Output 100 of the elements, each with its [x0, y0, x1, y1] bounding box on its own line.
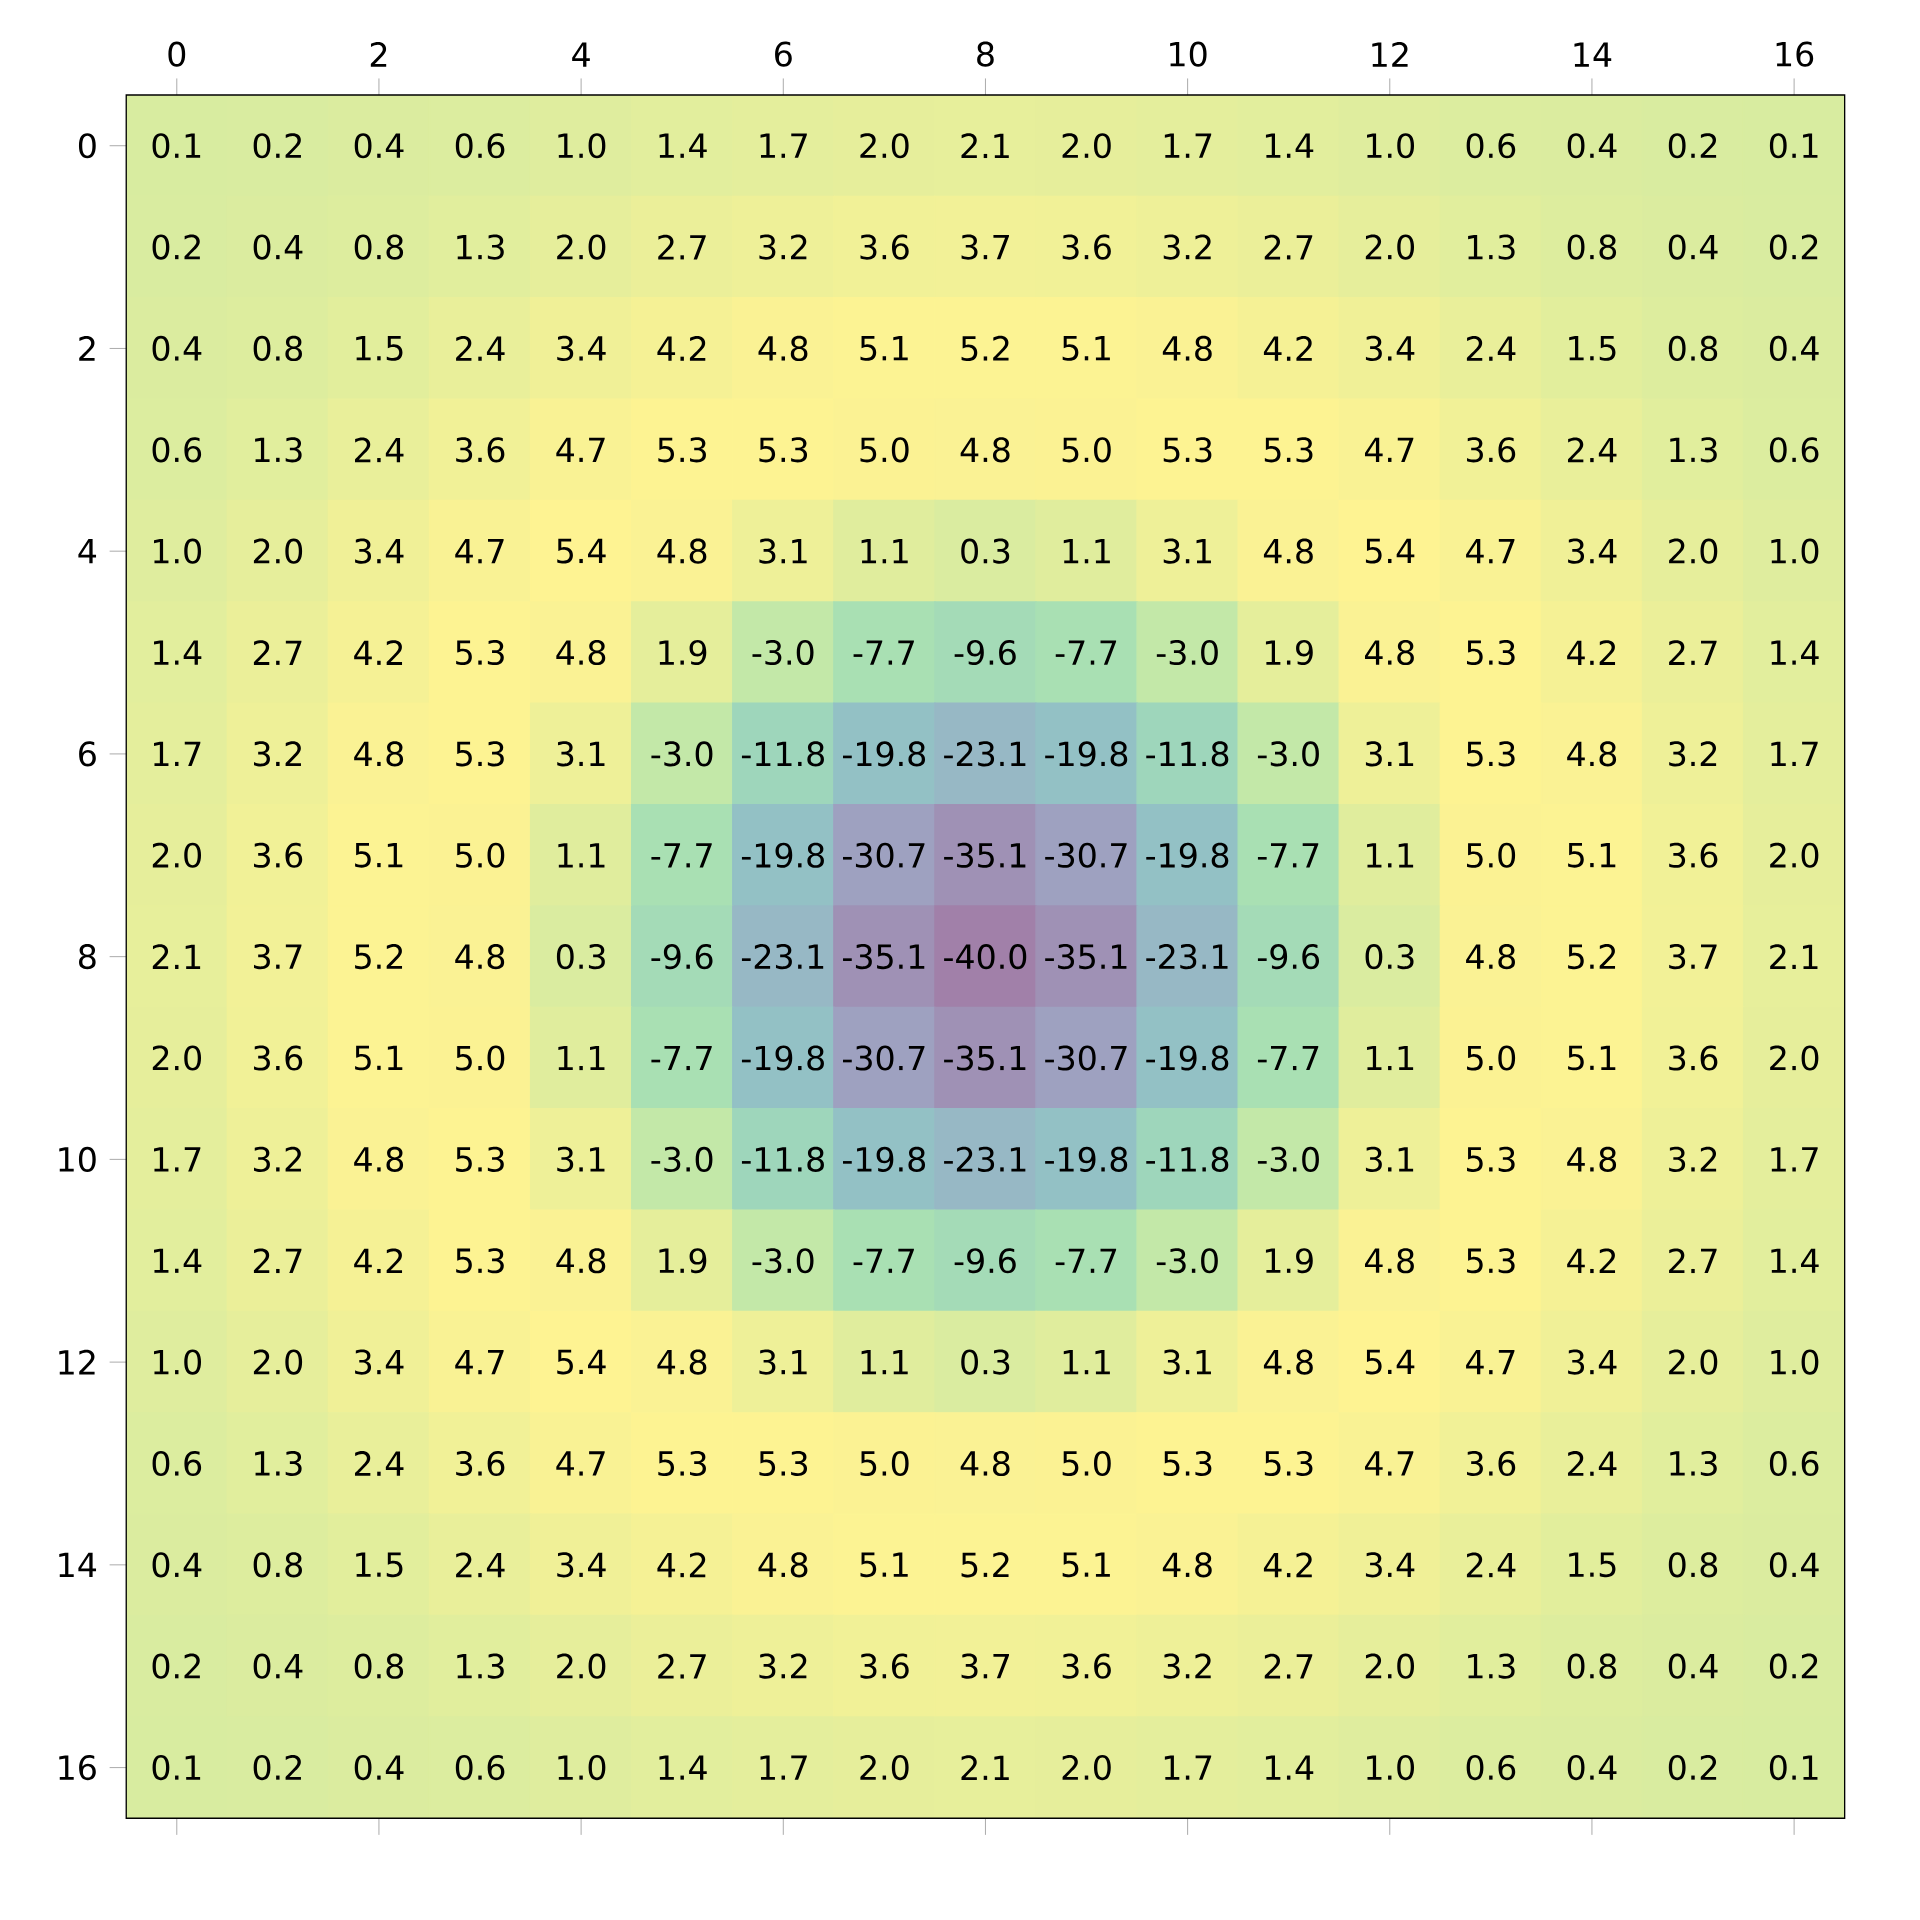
data-label: 0.8: [1668, 335, 1718, 362]
data-label: 2.4: [354, 1451, 404, 1476]
data-label: 2.0: [253, 1349, 303, 1375]
data-label: -9.6: [1257, 944, 1320, 970]
data-label: 1.4: [659, 1755, 707, 1780]
data-label: 5.3: [456, 639, 504, 666]
data-label: 1.3: [457, 1653, 504, 1679]
data-label: 2.7: [1669, 640, 1717, 665]
data-label: 3.1: [1365, 741, 1414, 767]
data-label: 0.8: [1567, 234, 1617, 260]
data-label: 1.7: [154, 1147, 201, 1172]
data-label: 0.2: [152, 1653, 200, 1679]
data-label: 4.8: [1263, 538, 1313, 564]
data-label: 2.7: [253, 640, 302, 665]
x-tick-label: 10: [1170, 41, 1207, 67]
data-label: 4.2: [1263, 336, 1312, 361]
data-label: -3.0: [651, 1146, 713, 1172]
y-tick-label: 12: [59, 1349, 95, 1375]
data-label: 3.1: [1163, 538, 1211, 564]
data-label: 5.2: [961, 335, 1009, 362]
data-label: -7.7: [853, 1248, 914, 1273]
data-label: 4.2: [657, 1552, 706, 1578]
data-label: 4.8: [1567, 1146, 1617, 1172]
data-label: 2.0: [557, 1653, 606, 1679]
data-label: 3.2: [759, 1653, 807, 1679]
data-label: 5.0: [860, 1450, 909, 1477]
data-label: 3.6: [456, 1450, 505, 1477]
data-label: 2.7: [658, 1653, 706, 1679]
data-label: 0.8: [354, 234, 404, 260]
data-label: 1.3: [457, 234, 504, 260]
data-label: 1.4: [1265, 1755, 1314, 1780]
data-label: 3.1: [759, 538, 807, 564]
y-tick-label: 14: [59, 1552, 97, 1577]
data-label: 0.6: [152, 1450, 202, 1477]
data-label: 1.3: [1670, 1450, 1717, 1477]
data-label: -35.1: [944, 1045, 1026, 1071]
data-label: 3.6: [1669, 842, 1718, 868]
data-label: 5.2: [355, 944, 403, 970]
data-label: 0.2: [1668, 1754, 1717, 1781]
data-label: 2.7: [1669, 1248, 1717, 1274]
data-label: 0.4: [1769, 335, 1819, 362]
data-label: 2.4: [1466, 1552, 1516, 1578]
data-label: 0.1: [1769, 133, 1818, 159]
data-label: 3.4: [1365, 335, 1415, 362]
data-label: 3.2: [1669, 1146, 1717, 1172]
x-tick-label: 14: [1574, 42, 1612, 67]
data-label: -23.1: [944, 741, 1026, 767]
data-label: 5.0: [1062, 437, 1111, 463]
data-label: -23.1: [741, 944, 824, 970]
data-label: 2.0: [557, 234, 606, 260]
data-label: 2.0: [1770, 842, 1819, 868]
y-tick-label: 0: [78, 133, 96, 159]
data-label: 3.4: [1568, 538, 1617, 564]
data-label: 1.1: [1367, 1045, 1414, 1071]
data-label: 3.4: [557, 335, 606, 362]
data-label: 4.8: [1364, 1248, 1414, 1274]
data-label: -11.8: [1146, 1146, 1229, 1172]
x-tick-label: 8: [977, 41, 994, 67]
data-label: 1.7: [1771, 1147, 1818, 1172]
data-label: -19.8: [843, 1146, 926, 1172]
data-label: 4.7: [455, 1350, 504, 1375]
data-label: 4.8: [556, 639, 606, 666]
data-label: 5.4: [1365, 1349, 1415, 1375]
data-label: 0.4: [1668, 1653, 1718, 1679]
data-label: 0.2: [1769, 234, 1818, 260]
data-label: 4.2: [1263, 1552, 1312, 1578]
data-label: 3.7: [1669, 944, 1717, 970]
data-label: 3.1: [1365, 1146, 1414, 1172]
data-label: -23.1: [1146, 944, 1228, 970]
data-label: 1.5: [1569, 1552, 1616, 1578]
data-label: 4.7: [556, 1451, 605, 1476]
data-label: -9.6: [954, 1248, 1016, 1274]
data-label: -7.7: [651, 1045, 712, 1071]
data-label: 4.8: [1364, 639, 1414, 666]
data-label: 3.6: [1669, 1045, 1718, 1071]
data-label: 5.3: [658, 1450, 706, 1477]
data-label: -30.7: [843, 842, 925, 868]
data-label: 1.1: [861, 1350, 908, 1375]
data-label: 5.4: [1365, 538, 1415, 564]
data-label: 2.4: [1567, 437, 1617, 463]
data-label: 2.1: [961, 1755, 1009, 1780]
data-label: 1.9: [1265, 639, 1313, 666]
data-label: 4.8: [657, 1349, 707, 1375]
data-label: -7.7: [853, 640, 914, 665]
data-label: 4.2: [354, 1248, 403, 1274]
x-tick-label: 4: [572, 42, 590, 67]
data-label: 3.7: [961, 234, 1010, 260]
data-label: 3.2: [254, 741, 301, 767]
data-label: 3.7: [961, 1653, 1010, 1679]
data-label: 4.7: [556, 437, 605, 462]
data-label: 5.1: [355, 1045, 403, 1071]
data-label: 0.4: [1769, 1552, 1819, 1578]
data-label: 5.1: [1568, 1045, 1616, 1071]
data-label: 1.0: [1771, 538, 1819, 564]
data-label: 3.1: [557, 1146, 605, 1172]
data-label: 3.4: [355, 538, 404, 564]
data-label: -30.7: [1045, 842, 1127, 868]
data-label: 0.4: [1668, 234, 1718, 260]
data-label: 3.6: [456, 437, 505, 463]
data-label: 2.1: [1770, 944, 1818, 969]
